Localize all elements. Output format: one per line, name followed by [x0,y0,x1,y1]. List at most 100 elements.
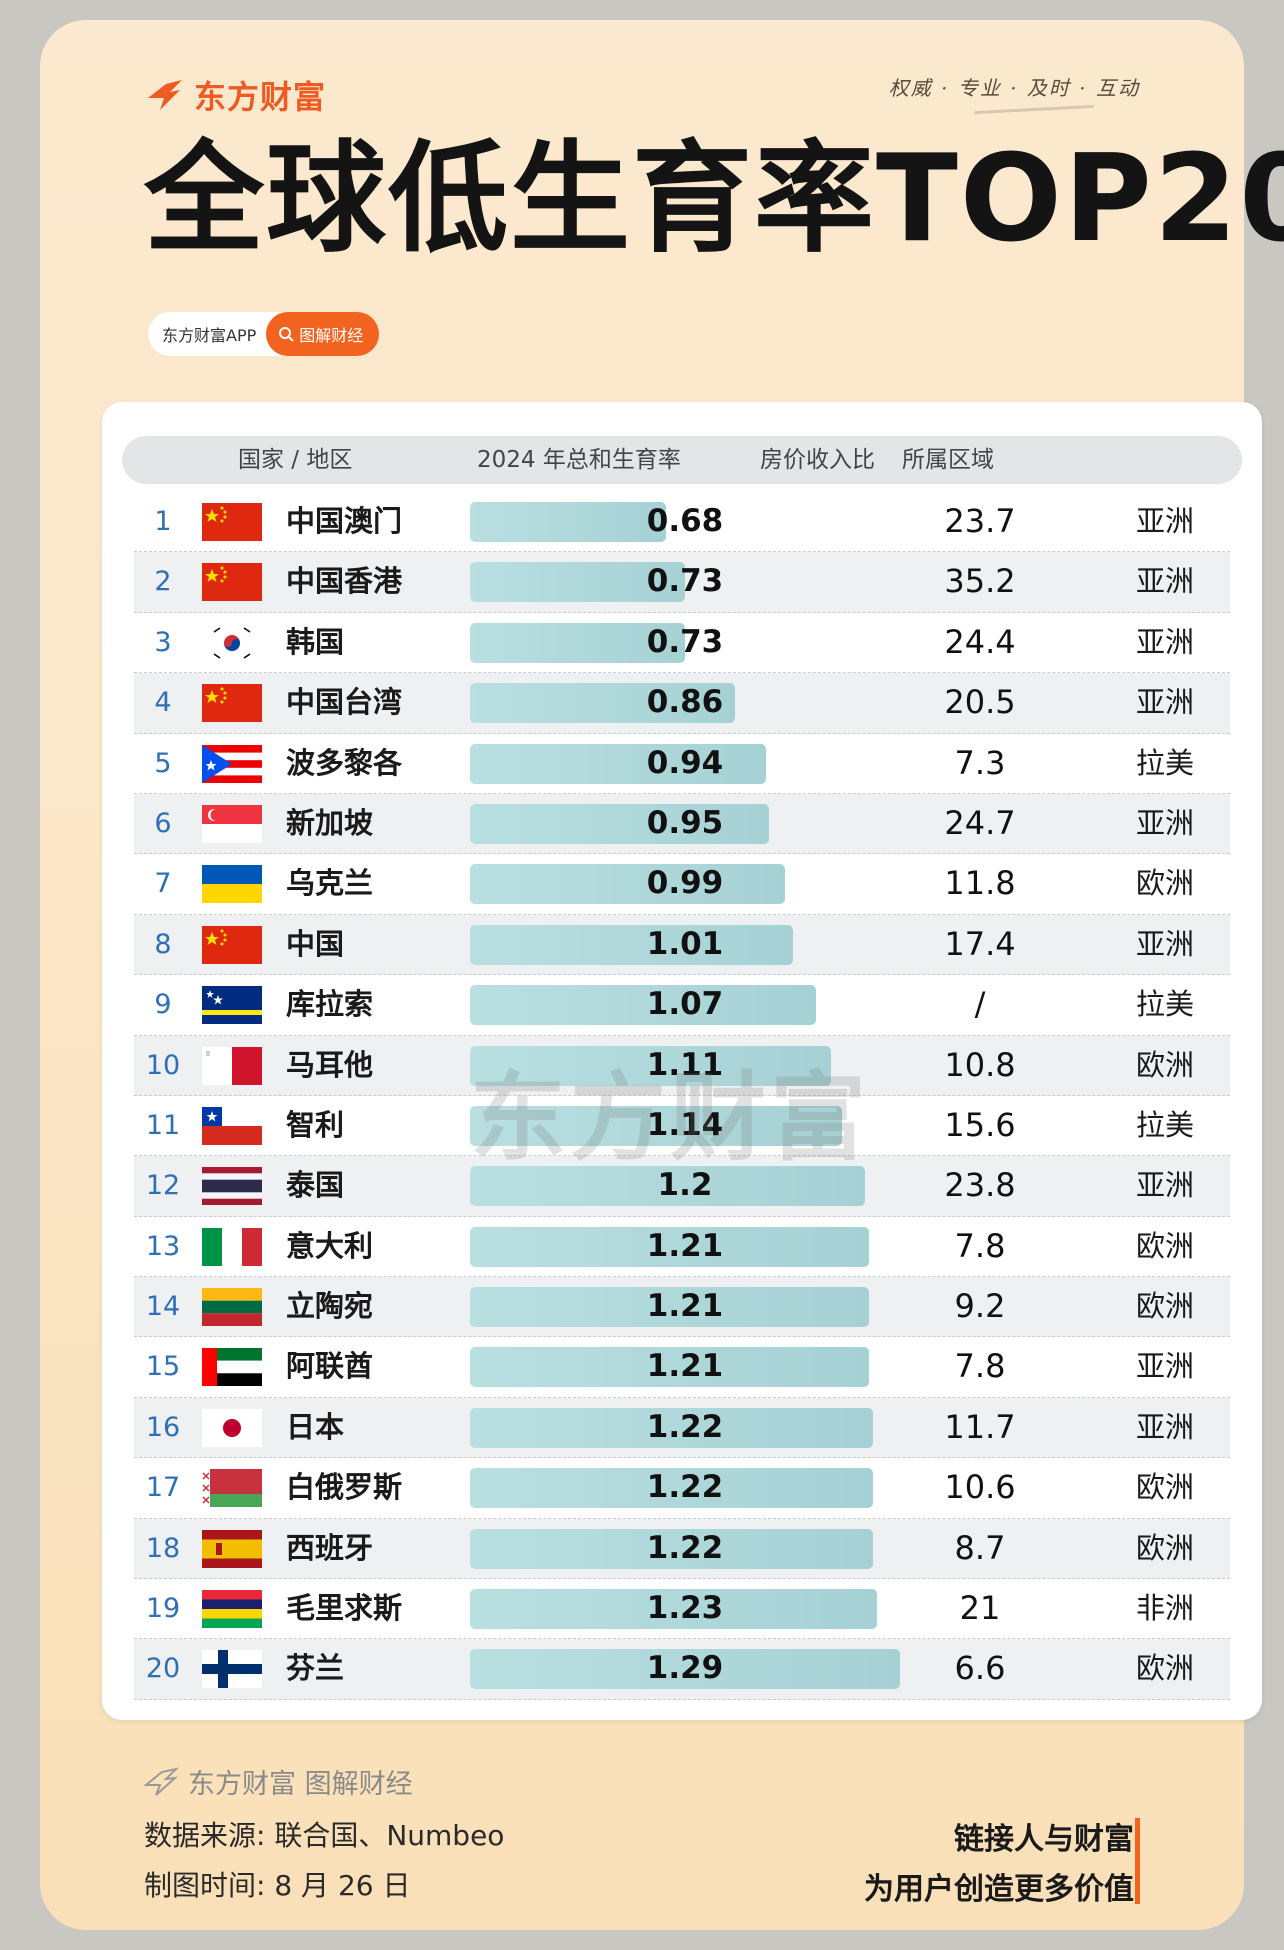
rank-label: 4 [154,687,172,719]
page-title: 全球低生育率TOP20 [144,130,1284,269]
fertility-rate-label: 1.22 [646,1529,724,1566]
table-row: 9 库拉索 1.07 / 拉美 [134,975,1230,1036]
region-label: 欧洲 [1135,1530,1194,1565]
fertility-rate-bar [470,864,785,905]
brand-logo: 东方财富 [146,72,326,118]
country-name: 中国台湾 [286,685,403,720]
region-label: 亚洲 [1135,926,1194,961]
price-income-ratio: 11.7 [944,1407,1016,1446]
pill-app-label: 东方财富APP [162,326,257,345]
region-label: 拉美 [1135,987,1194,1022]
fertility-rate-bar [470,1528,874,1569]
price-income-ratio: 7.8 [954,1226,1006,1265]
country-name: 中国 [286,926,345,961]
fertility-rate-bar [470,1347,870,1388]
region-label: 欧洲 [1135,1470,1194,1505]
country-name: 中国澳门 [286,504,403,538]
table-row: 6 新加坡 0.95 24.7 亚洲 [134,793,1230,855]
country-name: 乌克兰 [286,866,374,901]
fertility-rate-label: 1.22 [646,1469,724,1506]
fertility-rate-bar [470,683,735,724]
country-name: 白俄罗斯 [286,1470,403,1505]
fertility-rate-label: 1.07 [646,986,724,1023]
price-income-ratio: 10.6 [944,1468,1016,1507]
country-name: 日本 [286,1409,345,1444]
region-label: 亚洲 [1135,504,1194,538]
singapore-flag-icon [202,804,262,843]
spain-flag-icon [202,1529,262,1568]
source-pill[interactable]: 东方财富APP 图解财经 [148,312,380,356]
fertility-rate-label: 0.94 [646,744,724,781]
fertility-rate-bar [470,924,793,965]
pill-tag-label: 图解财经 [299,326,364,345]
table-row: 5 波多黎各 0.94 7.3 拉美 [134,734,1230,794]
puerto-rico-flag-icon [202,744,262,783]
fertility-rate-bar [470,1105,843,1146]
rank-label: 13 [145,1230,181,1262]
lithuania-flag-icon [202,1288,262,1327]
table-row: 8 中国 1.01 17.4 亚洲 [134,914,1230,976]
table-row: 15 阿联酋 1.21 7.8 亚洲 [134,1337,1230,1398]
fertility-rate-label: 0.73 [646,563,724,600]
fertility-rate-label: 1.21 [646,1288,724,1325]
thailand-flag-icon [202,1167,262,1206]
footer-slogan: 链接人与财富 为用户创造更多价值 [864,1815,1134,1915]
region-label: 欧洲 [1135,1289,1194,1324]
price-income-ratio: 21 [959,1589,1001,1628]
region-label: 亚洲 [1135,564,1194,599]
price-income-ratio: 8.7 [954,1528,1006,1567]
fertility-rate-label: 1.29 [646,1650,724,1687]
made-time: 制图时间: 8 月 26 日 [144,1869,411,1902]
china-flag-icon [202,925,262,964]
rank-label: 20 [145,1653,181,1685]
table-header: 国家 / 地区 2024 年总和生育率 房价收入比 所属区域 [122,436,1242,484]
fertility-rate-bar [470,1045,831,1086]
region-label: 欧洲 [1135,866,1194,901]
country-name: 泰国 [286,1168,345,1203]
fertility-rate-bar [470,1407,874,1448]
fertility-rate-bar [470,562,685,603]
data-source: 数据来源: 联合国、Numbeo [144,1819,505,1852]
table-row: 16 日本 1.22 11.7 亚洲 [134,1397,1230,1459]
pill-tag[interactable]: 图解财经 [266,312,380,356]
country-name: 中国香港 [286,564,403,599]
italy-flag-icon [202,1227,262,1266]
japan-flag-icon [202,1408,262,1447]
fertility-rate-bar [470,1649,900,1690]
table-row: 10 马耳他 1.11 10.8 欧洲 [134,1035,1230,1096]
brand-outline-icon [144,1766,180,1796]
country-name: 马耳他 [286,1047,374,1082]
price-income-ratio: 24.7 [944,803,1016,842]
rank-label: 17 [145,1472,181,1504]
fertility-rate-label: 1.01 [646,925,724,962]
region-label: 亚洲 [1135,1168,1194,1203]
country-name: 智利 [286,1107,345,1142]
malta-flag-icon [202,1046,262,1085]
table-row: 1 中国澳门 0.68 23.7 亚洲 [134,492,1230,553]
region-label: 亚洲 [1135,624,1194,659]
china-flag-icon [202,563,262,602]
region-label: 亚洲 [1135,685,1194,720]
fertility-rate-bar [470,1226,870,1267]
table-row: 2 中国香港 0.73 35.2 亚洲 [134,552,1230,613]
china-flag-icon [202,684,262,723]
price-income-ratio: / [974,985,986,1024]
fertility-rate-bar [470,622,685,663]
data-table: 国家 / 地区 2024 年总和生育率 房价收入比 所属区域 1 中国澳门 0.68… [102,402,1262,1720]
table-row: 7 乌克兰 0.99 11.8 欧洲 [134,854,1230,915]
rank-label: 10 [145,1049,181,1081]
chile-flag-icon [202,1106,262,1145]
fertility-rate-bar [470,985,816,1026]
region-label: 欧洲 [1135,1228,1194,1263]
rank-label: 7 [154,868,172,900]
region-label: 拉美 [1135,745,1194,780]
price-income-ratio: 23.7 [944,502,1016,540]
rank-label: 11 [145,1109,181,1141]
price-income-ratio: 7.3 [954,743,1006,782]
table-row: 4 中国台湾 0.86 20.5 亚洲 [134,673,1230,734]
fertility-rate-bar [470,1589,877,1630]
region-label: 欧洲 [1135,1047,1194,1082]
table-row: 19 毛里求斯 1.23 21 非洲 [134,1579,1230,1640]
slogan-line-2: 为用户创造更多价值 [864,1872,1134,1907]
fertility-rate-label: 0.95 [646,804,724,841]
